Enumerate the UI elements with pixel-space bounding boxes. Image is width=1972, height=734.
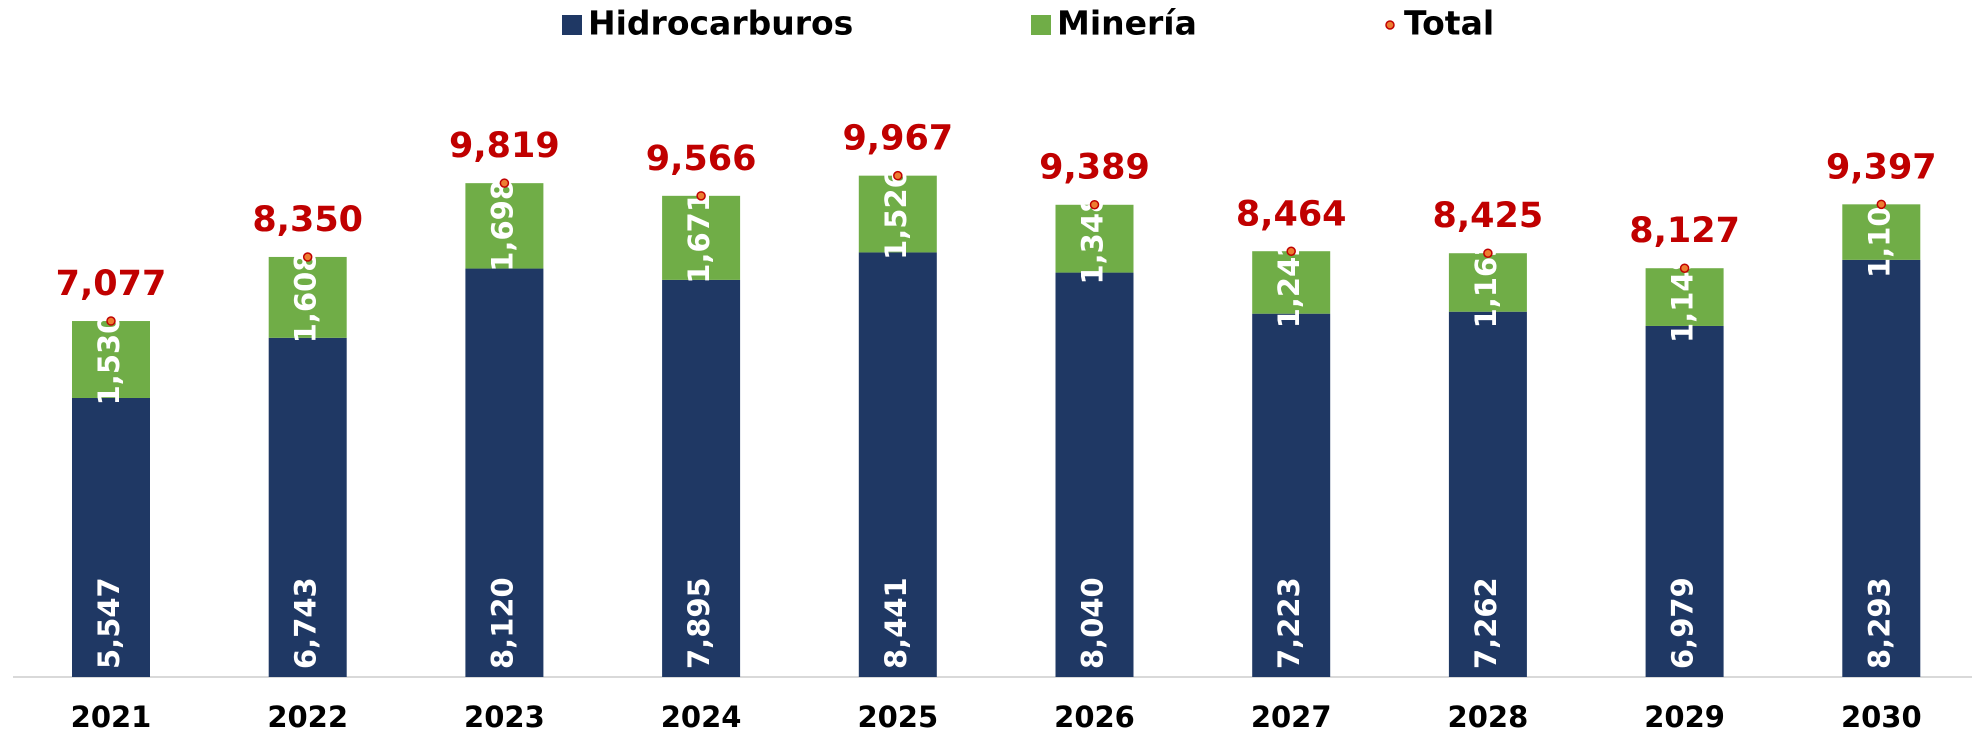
total-label: 7,077 — [56, 264, 167, 304]
bar-value-label: 6,743 — [289, 577, 323, 669]
bar-value-label: 6,979 — [1666, 577, 1700, 669]
bar-segment — [662, 195, 741, 280]
total-marker — [302, 252, 313, 262]
total-label: 9,967 — [842, 119, 953, 159]
x-tick-label: 2029 — [1644, 700, 1725, 734]
bar-segment — [465, 183, 544, 269]
bar-segment — [1645, 268, 1724, 326]
bar-segment — [1055, 204, 1134, 273]
bar-value-label: 7,895 — [682, 577, 716, 669]
legend-swatch — [1031, 15, 1051, 35]
legend-label: Total — [1404, 4, 1494, 43]
total-marker — [1679, 263, 1690, 273]
total-label: 8,425 — [1433, 196, 1544, 236]
bar-value-label: 1,608 — [289, 252, 323, 344]
total-marker — [499, 178, 510, 188]
x-tick-label: 2024 — [661, 700, 742, 734]
x-tick-label: 2030 — [1841, 700, 1922, 734]
total-label: 9,566 — [646, 139, 757, 179]
bar-segment — [72, 397, 150, 677]
legend-swatch — [562, 15, 582, 35]
bar-segment — [662, 279, 741, 677]
bar-segment — [1448, 311, 1527, 677]
bar-segment — [465, 268, 544, 677]
bar-value-label: 8,040 — [1076, 577, 1110, 669]
bar-segment — [268, 337, 347, 677]
total-marker — [696, 191, 706, 201]
bar-segment — [1448, 253, 1527, 312]
bar-value-label: 1,104 — [1862, 186, 1896, 278]
bar-value-label: 8,441 — [879, 577, 913, 669]
total-label: 8,350 — [252, 200, 363, 240]
bar-segment — [858, 175, 937, 253]
total-label: 8,127 — [1629, 211, 1740, 251]
total-label: 9,397 — [1826, 147, 1937, 187]
bar-segment — [72, 321, 150, 398]
bar-segment — [1842, 259, 1921, 677]
total-label: 8,464 — [1236, 194, 1347, 234]
x-tick-label: 2027 — [1251, 700, 1332, 734]
legend-label: Minería — [1057, 4, 1197, 43]
bar-value-label: 1,671 — [682, 192, 716, 284]
bar-value-label: 8,120 — [485, 577, 519, 669]
bar-segment — [1842, 204, 1921, 260]
legend-marker — [1385, 20, 1395, 30]
total-marker — [1483, 248, 1493, 258]
bar-segment — [268, 256, 347, 338]
bar-segment — [1055, 272, 1134, 677]
bar-value-label: 5,547 — [92, 577, 126, 669]
total-marker — [1089, 199, 1100, 210]
bar-segment — [1252, 313, 1331, 677]
bar-value-label: 7,262 — [1469, 577, 1503, 669]
bar-value-label: 7,223 — [1272, 577, 1306, 669]
bar-segment — [1645, 325, 1724, 677]
bar-segment — [1252, 251, 1331, 314]
legend-label: Hidrocarburos — [588, 4, 853, 43]
total-label: 9,819 — [449, 126, 560, 166]
x-tick-label: 2025 — [857, 700, 938, 734]
x-tick-label: 2021 — [71, 700, 152, 734]
x-tick-label: 2022 — [267, 700, 348, 734]
total-marker — [893, 170, 903, 181]
x-tick-label: 2023 — [464, 700, 545, 734]
total-marker — [1876, 199, 1887, 210]
x-tick-label: 2026 — [1054, 700, 1135, 734]
bar-segment — [858, 252, 937, 677]
x-tick-label: 2028 — [1448, 700, 1529, 734]
total-label: 9,389 — [1039, 148, 1150, 188]
bar-value-label: 1,530 — [92, 314, 126, 406]
total-marker — [1286, 246, 1296, 257]
bar-value-label: 1,526 — [879, 168, 913, 260]
bar-value-label: 1,698 — [485, 180, 519, 272]
total-marker — [106, 316, 116, 326]
bar-value-label: 8,293 — [1862, 577, 1896, 669]
